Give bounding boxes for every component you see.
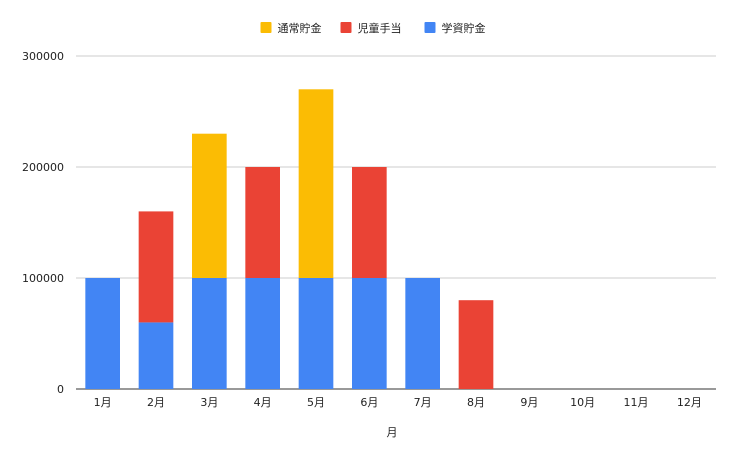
y-axis-ticks: 0 100000 200000 300000 xyxy=(22,50,64,396)
y-tick-label: 300000 xyxy=(22,50,64,63)
bar-segment xyxy=(192,133,227,278)
bar-segment xyxy=(298,89,334,278)
bar-segment xyxy=(245,167,280,278)
x-axis-ticks: 1月 2月 3月 4月 5月 6月 7月 8月 9月 10月 11月 12月 xyxy=(94,396,702,409)
legend-swatch xyxy=(340,22,352,33)
x-tick-label: 5月 xyxy=(307,396,325,409)
bar-segment xyxy=(138,322,174,389)
bar-segment xyxy=(405,278,440,389)
y-tick-label: 100000 xyxy=(22,272,64,285)
bar-segment xyxy=(245,278,280,389)
x-tick-label: 11月 xyxy=(624,396,649,409)
x-tick-label: 6月 xyxy=(360,396,378,409)
bar-segment xyxy=(298,278,334,389)
bars xyxy=(85,89,494,389)
x-tick-label: 12月 xyxy=(677,396,702,409)
legend-item[interactable]: 通常貯金 xyxy=(260,21,322,35)
x-tick-label: 8月 xyxy=(467,396,485,409)
x-tick-label: 3月 xyxy=(200,396,218,409)
bar-segment xyxy=(192,278,227,389)
x-tick-label: 7月 xyxy=(414,396,432,409)
bar-segment xyxy=(138,211,174,323)
x-tick-label: 1月 xyxy=(94,396,112,409)
bar-segment xyxy=(85,278,120,389)
y-tick-label: 0 xyxy=(57,383,64,396)
gridlines xyxy=(76,55,716,390)
x-tick-label: 2月 xyxy=(147,396,165,409)
x-tick-label: 10月 xyxy=(570,396,595,409)
bar-segment xyxy=(458,300,494,389)
legend-swatch xyxy=(424,22,436,33)
legend-item[interactable]: 児童手当 xyxy=(340,21,402,35)
x-tick-label: 4月 xyxy=(254,396,272,409)
y-tick-label: 200000 xyxy=(22,161,64,174)
x-tick-label: 9月 xyxy=(520,396,538,409)
legend-swatch xyxy=(260,22,272,33)
x-axis-title: 月 xyxy=(387,426,398,439)
legend-label: 通常貯金 xyxy=(278,21,322,35)
bar-segment xyxy=(352,278,387,389)
bar-segment xyxy=(352,167,387,278)
legend: 通常貯金 児童手当 学資貯金 xyxy=(260,21,486,35)
legend-label: 学資貯金 xyxy=(442,21,486,35)
legend-item[interactable]: 学資貯金 xyxy=(424,21,486,35)
legend-label: 児童手当 xyxy=(358,21,402,35)
